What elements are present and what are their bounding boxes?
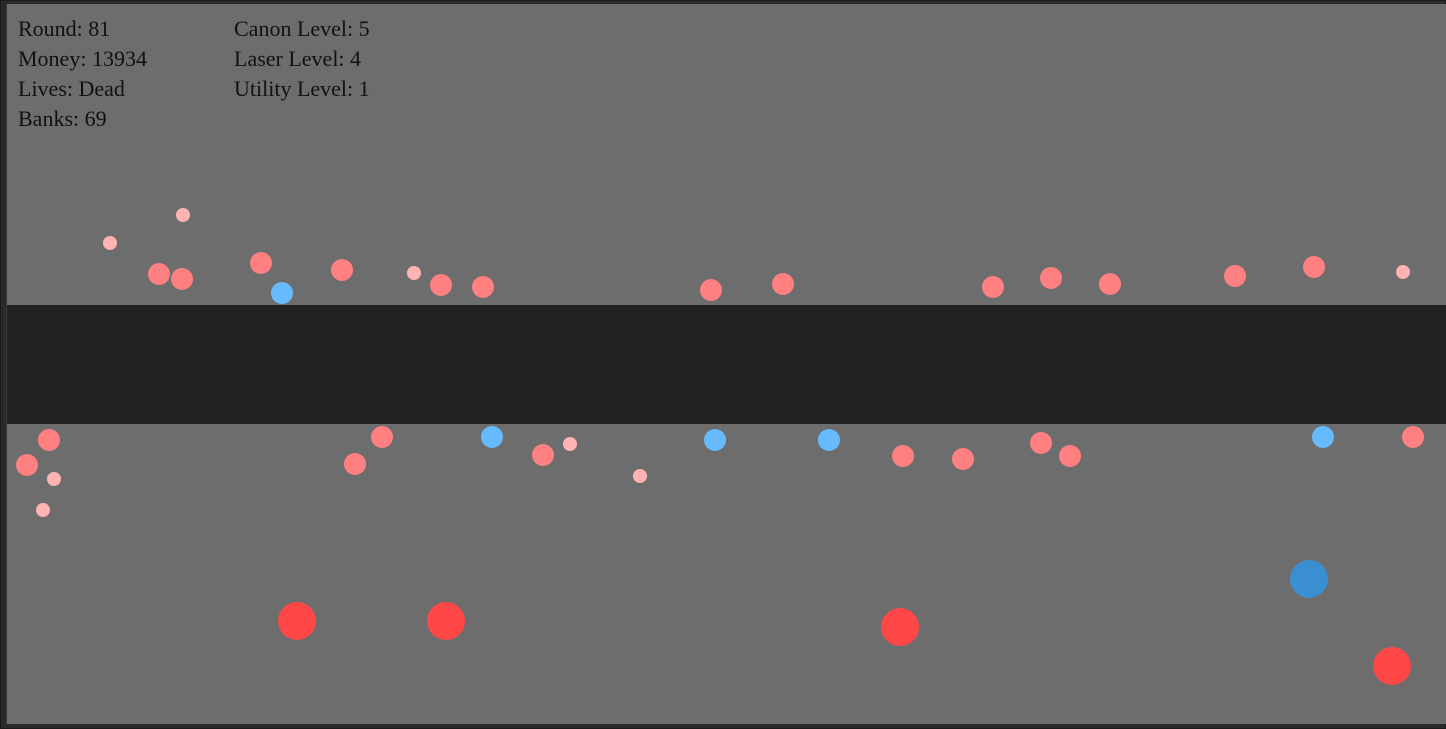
ally-unit bbox=[704, 429, 726, 451]
enemy bbox=[171, 268, 193, 290]
laser-tower[interactable] bbox=[1290, 560, 1328, 598]
enemy bbox=[1303, 256, 1325, 278]
enemy bbox=[532, 444, 554, 466]
enemy bbox=[1224, 265, 1246, 287]
enemy bbox=[982, 276, 1004, 298]
enemy-small bbox=[36, 503, 50, 517]
enemy bbox=[472, 276, 494, 298]
enemy-small bbox=[407, 266, 421, 280]
enemy-small bbox=[633, 469, 647, 483]
enemy bbox=[371, 426, 393, 448]
enemy-small bbox=[47, 472, 61, 486]
enemy-small bbox=[563, 437, 577, 451]
laser-level-label: Laser Level: 4 bbox=[234, 46, 362, 71]
cannon-tower[interactable] bbox=[1373, 647, 1411, 685]
utility-level-label: Utility Level: 1 bbox=[234, 76, 370, 101]
enemy bbox=[1402, 426, 1424, 448]
enemy bbox=[772, 273, 794, 295]
enemy bbox=[1059, 445, 1081, 467]
enemy bbox=[1040, 267, 1062, 289]
cannon-tower[interactable] bbox=[881, 608, 919, 646]
enemy bbox=[331, 259, 353, 281]
enemy bbox=[700, 279, 722, 301]
enemy bbox=[1030, 432, 1052, 454]
lives-label: Lives: Dead bbox=[18, 76, 125, 101]
enemy bbox=[952, 448, 974, 470]
canon-level-label: Canon Level: 5 bbox=[234, 16, 370, 41]
enemy bbox=[430, 274, 452, 296]
game-canvas[interactable]: Round: 81 Money: 13934 Lives: Dead Banks… bbox=[6, 4, 1446, 724]
ally-unit bbox=[1312, 426, 1334, 448]
enemy-road bbox=[7, 305, 1446, 424]
cannon-tower[interactable] bbox=[278, 602, 316, 640]
enemy-small bbox=[1396, 265, 1410, 279]
enemy bbox=[892, 445, 914, 467]
ally-unit bbox=[818, 429, 840, 451]
entity-layer bbox=[7, 4, 1446, 724]
ally-unit bbox=[481, 426, 503, 448]
enemy bbox=[250, 252, 272, 274]
banks-label: Banks: 69 bbox=[18, 106, 107, 131]
enemy bbox=[148, 263, 170, 285]
hud-levels: Canon Level: 5 Laser Level: 4 Utility Le… bbox=[234, 14, 370, 104]
enemy-small bbox=[103, 236, 117, 250]
money-label: Money: 13934 bbox=[18, 46, 147, 71]
ally-unit bbox=[271, 282, 293, 304]
enemy-small bbox=[176, 208, 190, 222]
enemy bbox=[16, 454, 38, 476]
enemy bbox=[344, 453, 366, 475]
enemy bbox=[1099, 273, 1121, 295]
round-label: Round: 81 bbox=[18, 16, 111, 41]
enemy bbox=[38, 429, 60, 451]
cannon-tower[interactable] bbox=[427, 602, 465, 640]
hud-stats: Round: 81 Money: 13934 Lives: Dead Banks… bbox=[18, 14, 147, 134]
